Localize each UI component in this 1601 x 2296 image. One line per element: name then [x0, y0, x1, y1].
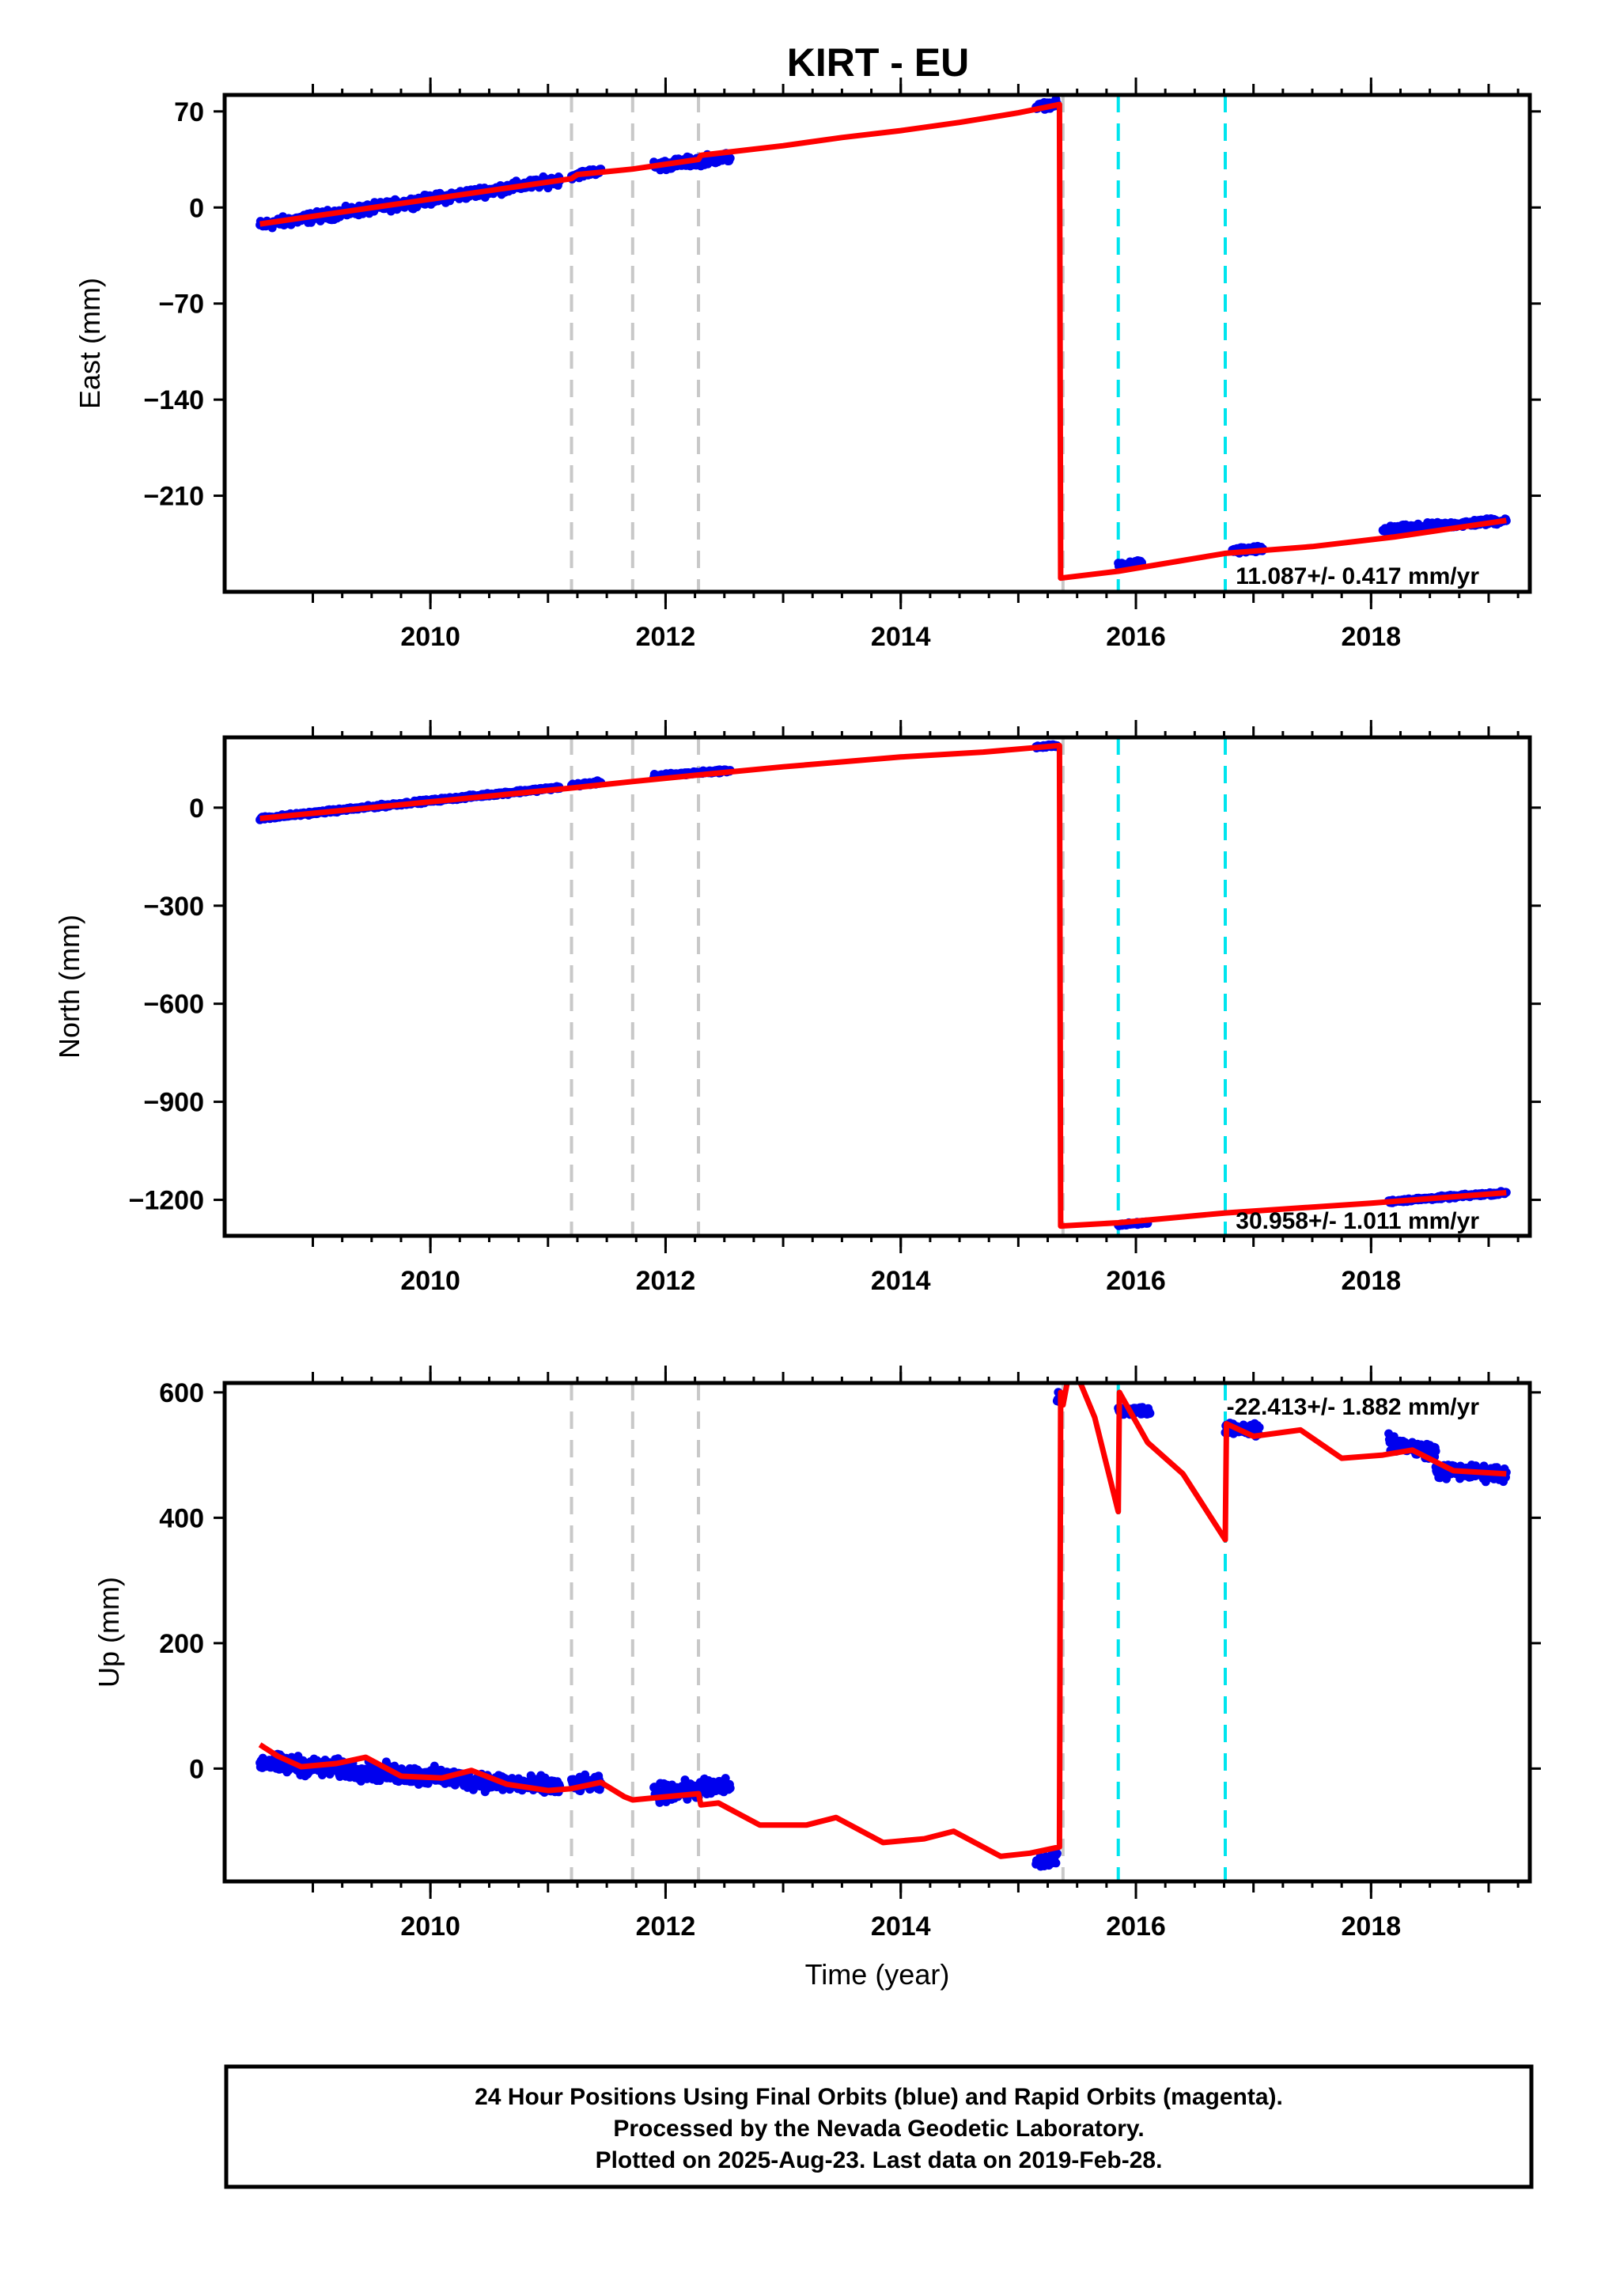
- east-model-line: [259, 101, 1507, 582]
- y-tick-label: 0: [189, 1754, 204, 1784]
- up-panel: Up (mm): [93, 1577, 125, 1688]
- y-tick-label: −210: [143, 482, 204, 512]
- east-panel: East (mm): [74, 278, 106, 409]
- up-frame: [222, 1381, 1532, 1884]
- y-tick-label: −70: [158, 290, 204, 320]
- north-rate-label: 30.958+/- 1.011 mm/yr: [1236, 1208, 1479, 1234]
- y-tick-label: 200: [159, 1629, 204, 1659]
- x-tick-label: 2014: [871, 1911, 931, 1942]
- y-tick-label: 600: [159, 1378, 204, 1408]
- observation-point: [725, 153, 735, 163]
- observation-point: [1051, 1858, 1061, 1868]
- north-panel: North (mm): [53, 915, 85, 1059]
- up-axis-label: Up (mm): [93, 1577, 125, 1688]
- up-rate-label: -22.413+/- 1.882 mm/yr: [1227, 1394, 1480, 1420]
- x-tick-label: 2010: [400, 1266, 460, 1296]
- y-tick-label: −140: [143, 385, 204, 415]
- x-tick-label: 2014: [871, 1266, 931, 1296]
- y-tick-label: 0: [189, 794, 204, 824]
- footer-line-1: 24 Hour Positions Using Final Orbits (bl…: [475, 2084, 1283, 2110]
- x-tick-label: 2014: [871, 622, 931, 652]
- x-tick-label: 2016: [1106, 1911, 1166, 1942]
- observation-point: [581, 1770, 590, 1779]
- x-tick-label: 2012: [636, 1266, 696, 1296]
- y-tick-label: −600: [143, 990, 204, 1020]
- x-axis-label: Time (year): [805, 1958, 950, 1991]
- y-tick-label: 0: [189, 193, 204, 223]
- east-axis-label: East (mm): [74, 278, 106, 409]
- north-frame: [222, 735, 1532, 1238]
- east-frame: [222, 93, 1532, 594]
- x-tick-label: 2018: [1342, 1266, 1402, 1296]
- observation-point: [655, 1798, 664, 1807]
- observation-point: [725, 1783, 735, 1793]
- x-tick-label: 2010: [400, 622, 460, 652]
- chart-title: KIRT - EU: [787, 40, 970, 85]
- x-tick-label: 2018: [1342, 1911, 1402, 1942]
- observation-point: [1431, 1446, 1440, 1456]
- north-model-line: [259, 742, 1507, 1229]
- observation-point: [430, 1761, 439, 1771]
- footer-line-3: Plotted on 2025-Aug-23. Last data on 201…: [596, 2147, 1163, 2173]
- y-tick-label: 400: [159, 1503, 204, 1533]
- east-rate-label: 11.087+/- 0.417 mm/yr: [1236, 563, 1479, 589]
- y-tick-label: −300: [143, 892, 204, 922]
- east-plot-area: [255, 95, 1511, 592]
- y-tick-label: −900: [143, 1088, 204, 1118]
- x-tick-label: 2012: [636, 1911, 696, 1942]
- up-plot-area: [255, 1383, 1511, 1881]
- north-plot-area: [255, 737, 1511, 1236]
- up-model-line: [258, 1383, 1507, 1859]
- north-axis-label: North (mm): [53, 915, 85, 1059]
- x-tick-label: 2016: [1106, 1266, 1166, 1296]
- y-tick-label: −1200: [129, 1186, 205, 1216]
- x-tick-label: 2010: [400, 1911, 460, 1942]
- x-tick-label: 2018: [1342, 622, 1402, 652]
- observation-point: [1255, 1423, 1264, 1432]
- footer-box: 24 Hour Positions Using Final Orbits (bl…: [224, 2064, 1534, 2189]
- observation-point: [1145, 1408, 1155, 1418]
- footer-line-2: Processed by the Nevada Geodetic Laborat…: [613, 2116, 1144, 2142]
- y-tick-label: 70: [174, 97, 204, 127]
- x-tick-label: 2012: [636, 622, 696, 652]
- x-tick-label: 2016: [1106, 622, 1166, 652]
- observation-point: [1052, 1849, 1062, 1858]
